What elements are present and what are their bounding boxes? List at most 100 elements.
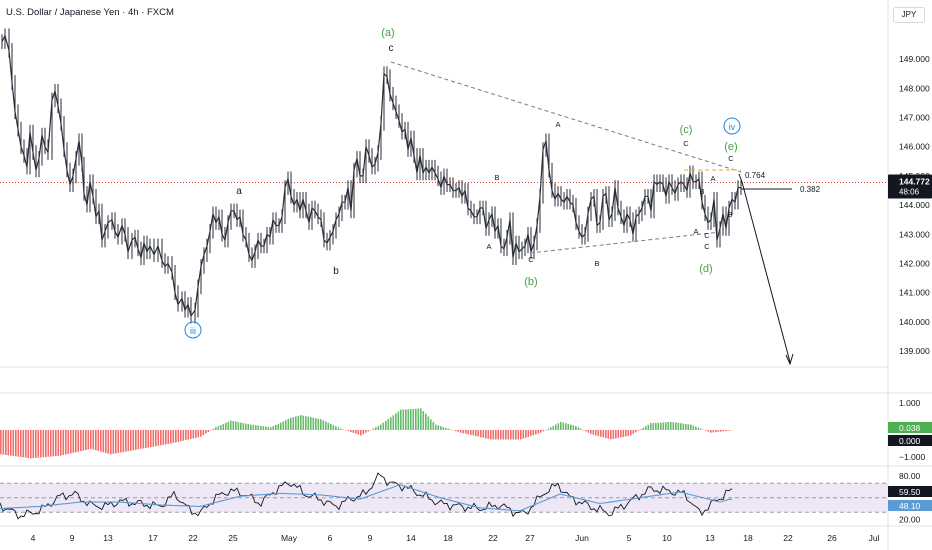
macd-bar bbox=[657, 422, 660, 430]
macd-bar bbox=[125, 430, 127, 452]
macd-bar bbox=[495, 430, 497, 440]
macd-bar bbox=[327, 422, 330, 430]
macd-bar bbox=[670, 421, 672, 430]
macd-bar bbox=[175, 430, 177, 443]
price-tick-label: 146.000 bbox=[899, 142, 930, 152]
macd-bar bbox=[605, 430, 607, 439]
macd-bar bbox=[512, 430, 515, 440]
macd-bar bbox=[545, 430, 547, 431]
macd-bar bbox=[40, 430, 42, 458]
macd-bar bbox=[42, 430, 45, 458]
macd-bar bbox=[62, 430, 65, 456]
time-tick-label: 18 bbox=[743, 533, 753, 543]
macd-bar bbox=[195, 430, 197, 438]
macd-bar bbox=[595, 430, 597, 436]
macd-bar bbox=[460, 430, 462, 433]
macd-bar bbox=[310, 417, 312, 430]
macd-bar bbox=[340, 428, 342, 430]
time-tick-label: 17 bbox=[148, 533, 158, 543]
macd-bar bbox=[660, 422, 662, 430]
macd-bar bbox=[647, 424, 650, 430]
rsi-value-badge bbox=[888, 486, 932, 497]
macd-bar bbox=[37, 430, 40, 458]
time-tick-label: 9 bbox=[70, 533, 75, 543]
macd-bar bbox=[580, 428, 582, 430]
wave-label: c bbox=[389, 43, 394, 54]
macd-bar bbox=[240, 422, 242, 430]
macd-bar bbox=[695, 426, 697, 430]
time-tick-label: 5 bbox=[627, 533, 632, 543]
macd-bar bbox=[382, 422, 385, 430]
macd-zero-label: 0.000 bbox=[899, 436, 921, 446]
macd-bar bbox=[170, 430, 172, 444]
macd-bar bbox=[235, 421, 237, 430]
macd-bar bbox=[365, 430, 367, 433]
macd-bar bbox=[557, 423, 560, 430]
macd-bar bbox=[662, 422, 665, 430]
macd-bar bbox=[520, 430, 522, 440]
macd-bar bbox=[95, 430, 97, 451]
macd-bar bbox=[420, 408, 422, 430]
macd-bar bbox=[270, 427, 272, 430]
macd-bar bbox=[630, 430, 632, 436]
currency-button[interactable]: JPY bbox=[893, 7, 925, 23]
rsi-tick-label: 20.00 bbox=[899, 514, 921, 524]
macd-bar bbox=[92, 430, 95, 450]
time-tick-label: 25 bbox=[228, 533, 238, 543]
time-tick-label: 10 bbox=[662, 533, 672, 543]
macd-bar bbox=[97, 430, 100, 451]
macd-bar bbox=[257, 425, 260, 430]
macd-bar bbox=[337, 427, 340, 430]
macd-bar bbox=[435, 424, 437, 430]
lower-trendline bbox=[529, 231, 721, 254]
macd-bar bbox=[517, 430, 520, 440]
macd-bar bbox=[212, 428, 215, 430]
macd-bar bbox=[22, 430, 25, 458]
macd-bar bbox=[672, 422, 675, 430]
symbol-title: U.S. Dollar / Japanese Yen · 4h · FXCM bbox=[6, 7, 174, 18]
wave-label: B bbox=[727, 210, 732, 219]
macd-bar bbox=[682, 423, 685, 430]
macd-bar bbox=[55, 430, 57, 457]
macd-bar bbox=[367, 430, 370, 432]
macd-bar bbox=[392, 415, 395, 430]
macd-bar bbox=[485, 430, 487, 439]
macd-bar bbox=[230, 420, 232, 430]
macd-bar bbox=[492, 430, 495, 440]
macd-bar bbox=[680, 423, 682, 430]
macd-bar bbox=[560, 421, 562, 430]
time-tick-label: 22 bbox=[783, 533, 793, 543]
macd-bar bbox=[537, 430, 540, 434]
macd-bar bbox=[152, 430, 155, 447]
macd-bar bbox=[457, 430, 460, 432]
macd-bar bbox=[127, 430, 130, 452]
macd-bar bbox=[185, 430, 187, 441]
macd-bar bbox=[237, 422, 240, 430]
wave-label: a bbox=[236, 186, 242, 197]
macd-bar bbox=[715, 430, 717, 433]
macd-bar bbox=[132, 430, 135, 451]
macd-bar bbox=[335, 426, 337, 430]
wave-label: B bbox=[699, 187, 704, 196]
macd-bar bbox=[300, 415, 302, 430]
macd-bar bbox=[445, 427, 447, 430]
rsi-ma-line bbox=[0, 484, 733, 512]
macd-bar bbox=[167, 430, 170, 444]
macd-bar bbox=[7, 430, 10, 456]
macd-bar bbox=[497, 430, 500, 440]
time-tick-label: 4 bbox=[31, 533, 36, 543]
wave-label: (e) bbox=[724, 141, 737, 153]
macd-bar bbox=[32, 430, 35, 459]
macd-bar bbox=[330, 423, 332, 430]
macd-bar bbox=[587, 430, 590, 433]
macd-bar bbox=[462, 430, 465, 434]
macd-bar bbox=[57, 430, 60, 456]
macd-value-badge bbox=[888, 422, 932, 433]
macd-bar bbox=[322, 420, 325, 430]
time-tick-label: May bbox=[281, 533, 298, 543]
macd-bar bbox=[100, 430, 102, 452]
macd-bar bbox=[427, 416, 430, 430]
macd-bar bbox=[677, 422, 680, 430]
macd-bar bbox=[180, 430, 182, 442]
